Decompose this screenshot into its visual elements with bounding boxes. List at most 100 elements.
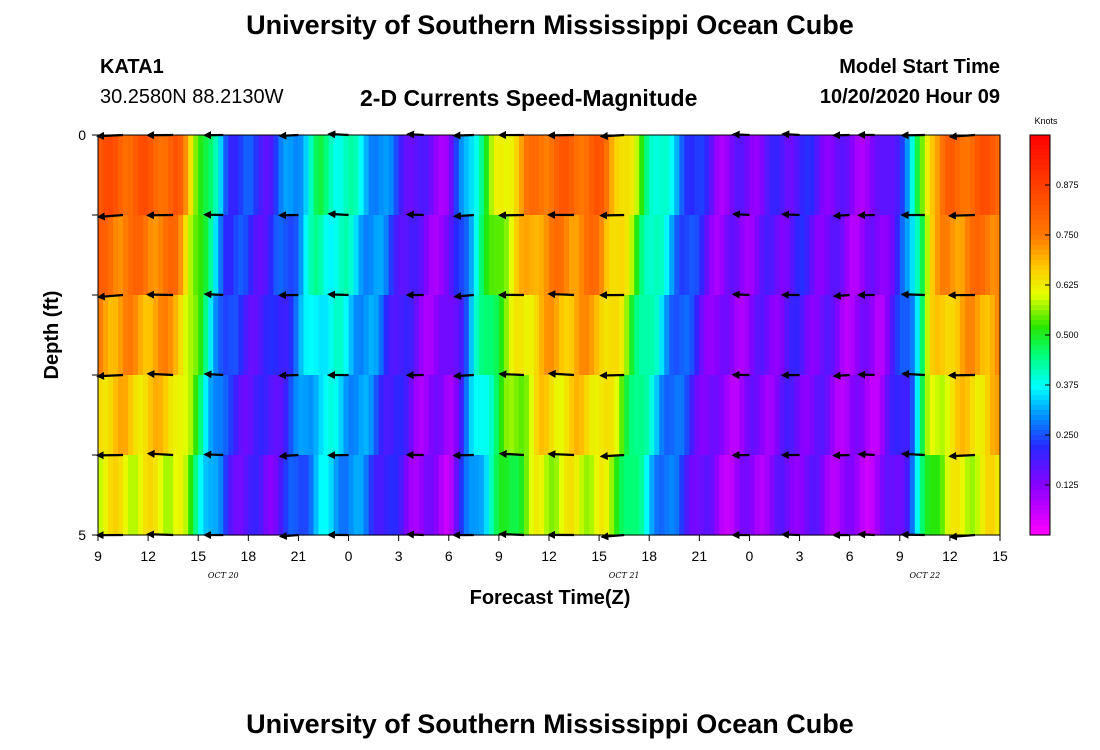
heatmap-cell (298, 375, 305, 456)
heatmap-cell (704, 455, 710, 536)
heatmap-cell (939, 295, 946, 376)
heatmap-cell (328, 455, 335, 536)
x-tick-label: 15 (591, 548, 607, 564)
heatmap-cell (589, 215, 595, 296)
heatmap-cell (138, 215, 144, 296)
heatmap-cell (408, 135, 415, 216)
heatmap-cell (609, 375, 615, 456)
heatmap-cell (594, 295, 600, 376)
heatmap-cell (974, 295, 981, 376)
heatmap-cell (634, 295, 640, 376)
heatmap-cell (869, 455, 876, 536)
heatmap-cell (934, 375, 941, 456)
heatmap-cell (203, 455, 209, 536)
heatmap-cell (153, 215, 159, 296)
heatmap-cell (528, 135, 535, 216)
heatmap-cell (308, 295, 315, 376)
heatmap-cell (408, 455, 415, 536)
heatmap-cell (533, 135, 540, 216)
heatmap-cell (368, 455, 375, 536)
heatmap-cell (178, 295, 184, 376)
heatmap-cell (258, 295, 264, 376)
heatmap-cell (754, 135, 761, 216)
heatmap-cell (508, 295, 515, 376)
heatmap-cell (123, 455, 129, 536)
heatmap-cell (428, 295, 435, 376)
heatmap-cell (538, 135, 545, 216)
heatmap-cell (699, 295, 705, 376)
heatmap-cell (243, 455, 249, 536)
colorbar-segment (1030, 315, 1050, 321)
heatmap-cell (614, 215, 620, 296)
heatmap-cell (128, 455, 134, 536)
heatmap-cell (163, 295, 169, 376)
heatmap-cell (724, 215, 730, 296)
heatmap-cell (273, 215, 279, 296)
heatmap-cell (278, 215, 285, 296)
heatmap-cell (308, 215, 315, 296)
heatmap-cell (203, 295, 209, 376)
heatmap-cell (218, 455, 224, 536)
heatmap-cell (403, 295, 410, 376)
heatmap-cell (569, 455, 575, 536)
heatmap-cell (303, 295, 310, 376)
colorbar-segment (1030, 155, 1050, 161)
heatmap-cell (879, 375, 886, 456)
heatmap-cell (253, 135, 259, 216)
heatmap-cell (433, 455, 440, 536)
colorbar-segment (1030, 450, 1050, 456)
heatmap-cell (554, 295, 560, 376)
heatmap-cell (734, 375, 741, 456)
heatmap-cell (158, 135, 164, 216)
heatmap-cell (343, 375, 350, 456)
heatmap-cell (629, 375, 635, 456)
heatmap-cell (849, 295, 856, 376)
heatmap-cell (278, 135, 285, 216)
heatmap-cell (523, 135, 530, 216)
heatmap-cell (358, 215, 365, 296)
heatmap-cell (348, 135, 355, 216)
heatmap-cell (218, 295, 224, 376)
heatmap-cell (764, 135, 771, 216)
heatmap-cell (418, 215, 425, 296)
heatmap-cell (503, 455, 510, 536)
colorbar-segment (1030, 235, 1050, 241)
heatmap-cell (559, 215, 565, 296)
heatmap-cell (859, 215, 866, 296)
heatmap-cell (338, 215, 345, 296)
heatmap-cell (393, 135, 400, 216)
heatmap-cell (649, 135, 655, 216)
heatmap-cell (328, 295, 335, 376)
heatmap-cell (989, 135, 996, 216)
heatmap-cell (488, 375, 495, 456)
heatmap-cell (443, 295, 450, 376)
heatmap-cell (418, 455, 425, 536)
heatmap-cell (133, 375, 139, 456)
heatmap-cell (228, 295, 234, 376)
heatmap-cell (724, 135, 730, 216)
heatmap-cell (809, 135, 816, 216)
heatmap-cell (684, 455, 690, 536)
heatmap-cell (413, 215, 420, 296)
colorbar-segment (1030, 325, 1050, 331)
colorbar-segment (1030, 260, 1050, 266)
heatmap-cell (929, 215, 936, 296)
heatmap-cell (789, 295, 796, 376)
heatmap-cell (679, 455, 685, 536)
heatmap-cell (679, 135, 685, 216)
x-tick-label: 21 (291, 548, 307, 564)
heatmap-cell (774, 215, 781, 296)
colorbar-segment (1030, 305, 1050, 311)
heatmap-cell (133, 135, 139, 216)
heatmap-cell (123, 135, 129, 216)
heatmap-cell (323, 375, 330, 456)
heatmap-cell (453, 215, 460, 296)
heatmap-cell (303, 455, 310, 536)
heatmap-cell (969, 215, 976, 296)
heatmap-cell (669, 455, 675, 536)
colorbar-segment (1030, 165, 1050, 171)
heatmap-cell (103, 295, 109, 376)
heatmap-cell (103, 135, 109, 216)
heatmap-cell (884, 295, 891, 376)
heatmap-cell (358, 135, 365, 216)
